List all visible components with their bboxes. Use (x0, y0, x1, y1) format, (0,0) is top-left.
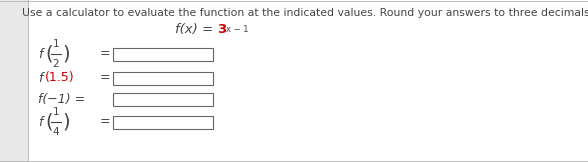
Text: (1.5): (1.5) (45, 71, 75, 85)
Bar (0, 0, 28, 162)
Bar (113, 116, 213, 128)
Bar (113, 93, 213, 105)
Text: f: f (38, 47, 42, 60)
Text: 1: 1 (53, 39, 59, 49)
Text: f: f (38, 116, 42, 128)
Bar (113, 71, 213, 85)
Text: Use a calculator to evaluate the function at the indicated values. Round your an: Use a calculator to evaluate the functio… (22, 8, 588, 18)
Text: ): ) (62, 45, 69, 64)
Text: =: = (100, 116, 111, 128)
Text: 4: 4 (53, 127, 59, 137)
Text: f: f (38, 71, 42, 85)
Text: (: ( (45, 45, 52, 64)
Text: =: = (100, 47, 111, 60)
Text: f(−1) =: f(−1) = (38, 93, 85, 105)
Text: =: = (100, 71, 111, 85)
Bar (113, 47, 213, 60)
Text: f(x) =: f(x) = (175, 23, 218, 36)
Text: 1: 1 (53, 107, 59, 117)
Text: (: ( (45, 112, 52, 132)
Text: 3: 3 (217, 23, 226, 36)
Text: ): ) (62, 112, 69, 132)
Text: x − 1: x − 1 (226, 25, 249, 34)
Text: 2: 2 (53, 59, 59, 69)
